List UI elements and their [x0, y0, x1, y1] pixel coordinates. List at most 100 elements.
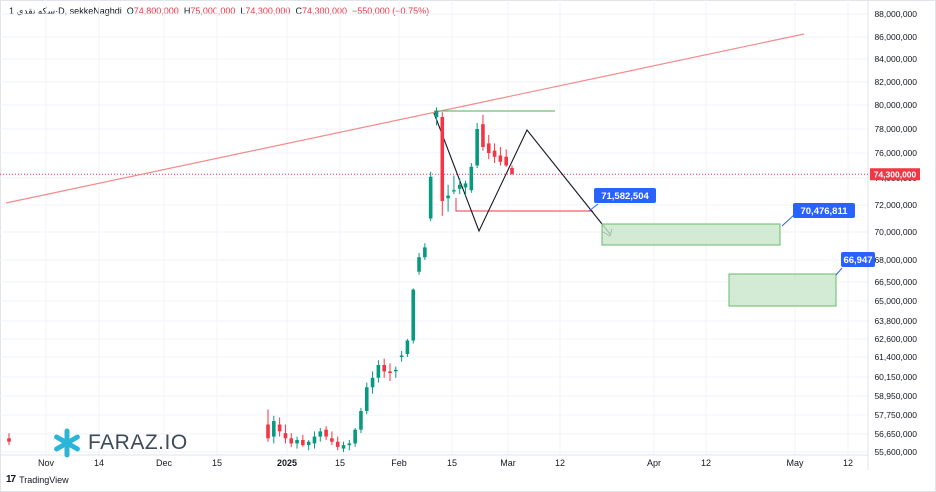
tradingview-footer[interactable]: 17 TradingView [6, 474, 69, 485]
target-callout: 71,582,504 [594, 188, 656, 203]
candle [486, 135, 491, 160]
x-tick-label: Mar [500, 458, 516, 468]
candle-body [417, 257, 421, 272]
candle [446, 184, 450, 212]
target-zone-2 [728, 273, 837, 307]
y-tick-label: 65,000,000 [874, 296, 917, 306]
y-tick-label: 68,000,000 [874, 255, 917, 265]
candle-body [370, 377, 375, 388]
candle [272, 415, 276, 444]
y-tick-label: 56,650,000 [874, 429, 917, 439]
time-axis: Nov 14 Dec 15 2025 15 Feb 15 Mar 12 Apr 12 May 12 [38, 458, 853, 468]
candle [457, 178, 462, 195]
candle-body [405, 340, 410, 354]
candle [428, 171, 433, 222]
last-price-tag-bg [870, 168, 920, 181]
target-callout: 70,476,811 [793, 203, 855, 218]
candle [301, 434, 305, 447]
candle [469, 163, 474, 193]
candle-body [289, 438, 294, 444]
candle [498, 147, 503, 166]
candle [492, 143, 497, 163]
tradingview-brand: TradingView [19, 474, 69, 485]
y-tick-label: 55,600,000 [874, 447, 917, 457]
target-zone-1 [601, 223, 781, 246]
candle [504, 149, 508, 167]
candle-body [423, 247, 427, 258]
candle-body [341, 445, 346, 449]
candle-body [463, 183, 468, 188]
candle [370, 371, 375, 394]
candle [330, 431, 334, 446]
x-tick-label: Apr [647, 458, 661, 468]
y-tick-label: 60,150,000 [874, 372, 917, 382]
y-tick-label: 72,000,000 [874, 200, 917, 210]
x-tick-label: 12 [555, 458, 565, 468]
change-value: −550,000 (−0.75%) [352, 6, 430, 16]
candle-body [504, 156, 508, 166]
y-tick-label: 66,500,000 [874, 277, 917, 287]
candle-body [312, 436, 317, 444]
symbol-header: 1 سکه نقدی·D, sekkeNaghdi O74,800,000 H7… [9, 6, 429, 17]
candle [434, 107, 439, 126]
candle-body [376, 365, 381, 378]
candle [463, 180, 468, 196]
candle-body [492, 150, 497, 157]
candle-body [7, 438, 11, 442]
candle-body [353, 429, 357, 444]
x-tick-label: Feb [391, 458, 407, 468]
candle [417, 253, 421, 275]
candle-body [272, 421, 276, 437]
candle [452, 175, 456, 195]
price-labels: 74,300,000 71,582,504 70,476,811 66,947 [594, 168, 920, 267]
candle-body [411, 289, 416, 341]
candle-body [498, 155, 503, 162]
candle-body [359, 411, 363, 430]
x-tick-label: 12 [843, 458, 853, 468]
candle-body [510, 168, 514, 175]
x-tick-label: 15 [335, 458, 345, 468]
y-tick-label: 84,000,000 [874, 54, 917, 64]
tradingview-logo-icon: 17 [6, 474, 16, 485]
candle [7, 433, 11, 446]
candle-body [301, 440, 305, 446]
target-callout-bg [594, 188, 656, 203]
candle [364, 382, 369, 415]
x-tick-label: 12 [701, 458, 711, 468]
candle [376, 360, 381, 383]
y-tick-label: 63,800,000 [874, 316, 917, 326]
candle-body [382, 365, 386, 372]
x-tick-label: Nov [38, 458, 55, 468]
candle [277, 417, 282, 437]
candle [335, 436, 340, 451]
support-line [455, 198, 593, 212]
candle [295, 436, 299, 449]
candle [440, 112, 445, 216]
candle-body [266, 424, 270, 439]
price-axis: 88,000,000 86,000,000 84,000,000 82,000,000… [874, 9, 917, 457]
candle-body [335, 441, 340, 447]
candle [306, 440, 311, 451]
x-tick-label: 15 [447, 458, 457, 468]
candle-body [283, 433, 288, 439]
candle [347, 440, 352, 451]
y-tick-label: 61,400,000 [874, 352, 917, 362]
candle-body [388, 371, 392, 373]
y-tick-label: 76,000,000 [874, 148, 917, 158]
last-price-tag: 74,300,000 [870, 168, 920, 181]
symbol-name[interactable]: 1 سکه نقدی·D, sekkeNaghdi [9, 6, 122, 16]
close-value: 74,300,000 [301, 6, 347, 16]
y-tick-label: 58,950,000 [874, 391, 917, 401]
watermark: FARAZ.IO [52, 428, 188, 458]
y-tick-label: 88,000,000 [874, 9, 917, 19]
candle-body [481, 124, 485, 147]
target-callout-text: 66,947 [843, 255, 872, 266]
candle [510, 165, 514, 175]
candle-body [324, 429, 328, 437]
y-tick-label: 70,000,000 [874, 227, 917, 237]
candle-body [364, 387, 369, 412]
drawings-layer [0, 33, 868, 307]
y-tick-label: 82,000,000 [874, 77, 917, 87]
candle-body [295, 440, 299, 444]
